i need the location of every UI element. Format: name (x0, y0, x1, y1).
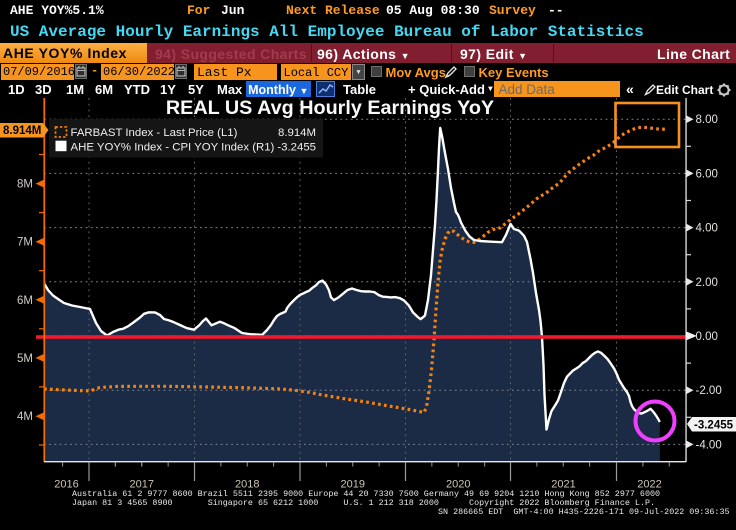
svg-text:4M: 4M (17, 411, 33, 423)
svg-text:AHE YOY% Index - CPI YOY Index: AHE YOY% Index - CPI YOY Index (R1) (71, 142, 275, 154)
svg-text:2021: 2021 (551, 479, 575, 491)
svg-text:6.00: 6.00 (696, 168, 718, 180)
svg-text:5M: 5M (17, 353, 33, 365)
svg-text:8.914M: 8.914M (3, 125, 41, 137)
svg-text:2020: 2020 (446, 479, 470, 491)
svg-text:2022: 2022 (637, 479, 661, 491)
svg-text:2019: 2019 (341, 479, 365, 491)
svg-text:8.914M: 8.914M (278, 127, 316, 139)
svg-text:8.00: 8.00 (696, 114, 718, 126)
svg-text:4.00: 4.00 (696, 223, 718, 235)
svg-text:-4.00: -4.00 (696, 439, 722, 451)
svg-text:-2.00: -2.00 (696, 385, 722, 397)
svg-text:-3.2455: -3.2455 (277, 142, 316, 154)
svg-text:FARBAST Index - Last Price (L1: FARBAST Index - Last Price (L1) (71, 127, 238, 139)
svg-text:2017: 2017 (130, 479, 154, 491)
svg-text:2016: 2016 (54, 479, 78, 491)
svg-text:-3.2455: -3.2455 (694, 420, 734, 432)
svg-text:6M: 6M (17, 295, 33, 307)
svg-text:7M: 7M (17, 237, 33, 249)
svg-text:2.00: 2.00 (696, 277, 718, 289)
svg-text:0.00: 0.00 (696, 331, 718, 343)
svg-text:2018: 2018 (235, 479, 259, 491)
svg-text:REAL US Avg Hourly Earnings Yo: REAL US Avg Hourly Earnings YoY (166, 97, 494, 119)
svg-text:8M: 8M (17, 179, 33, 191)
